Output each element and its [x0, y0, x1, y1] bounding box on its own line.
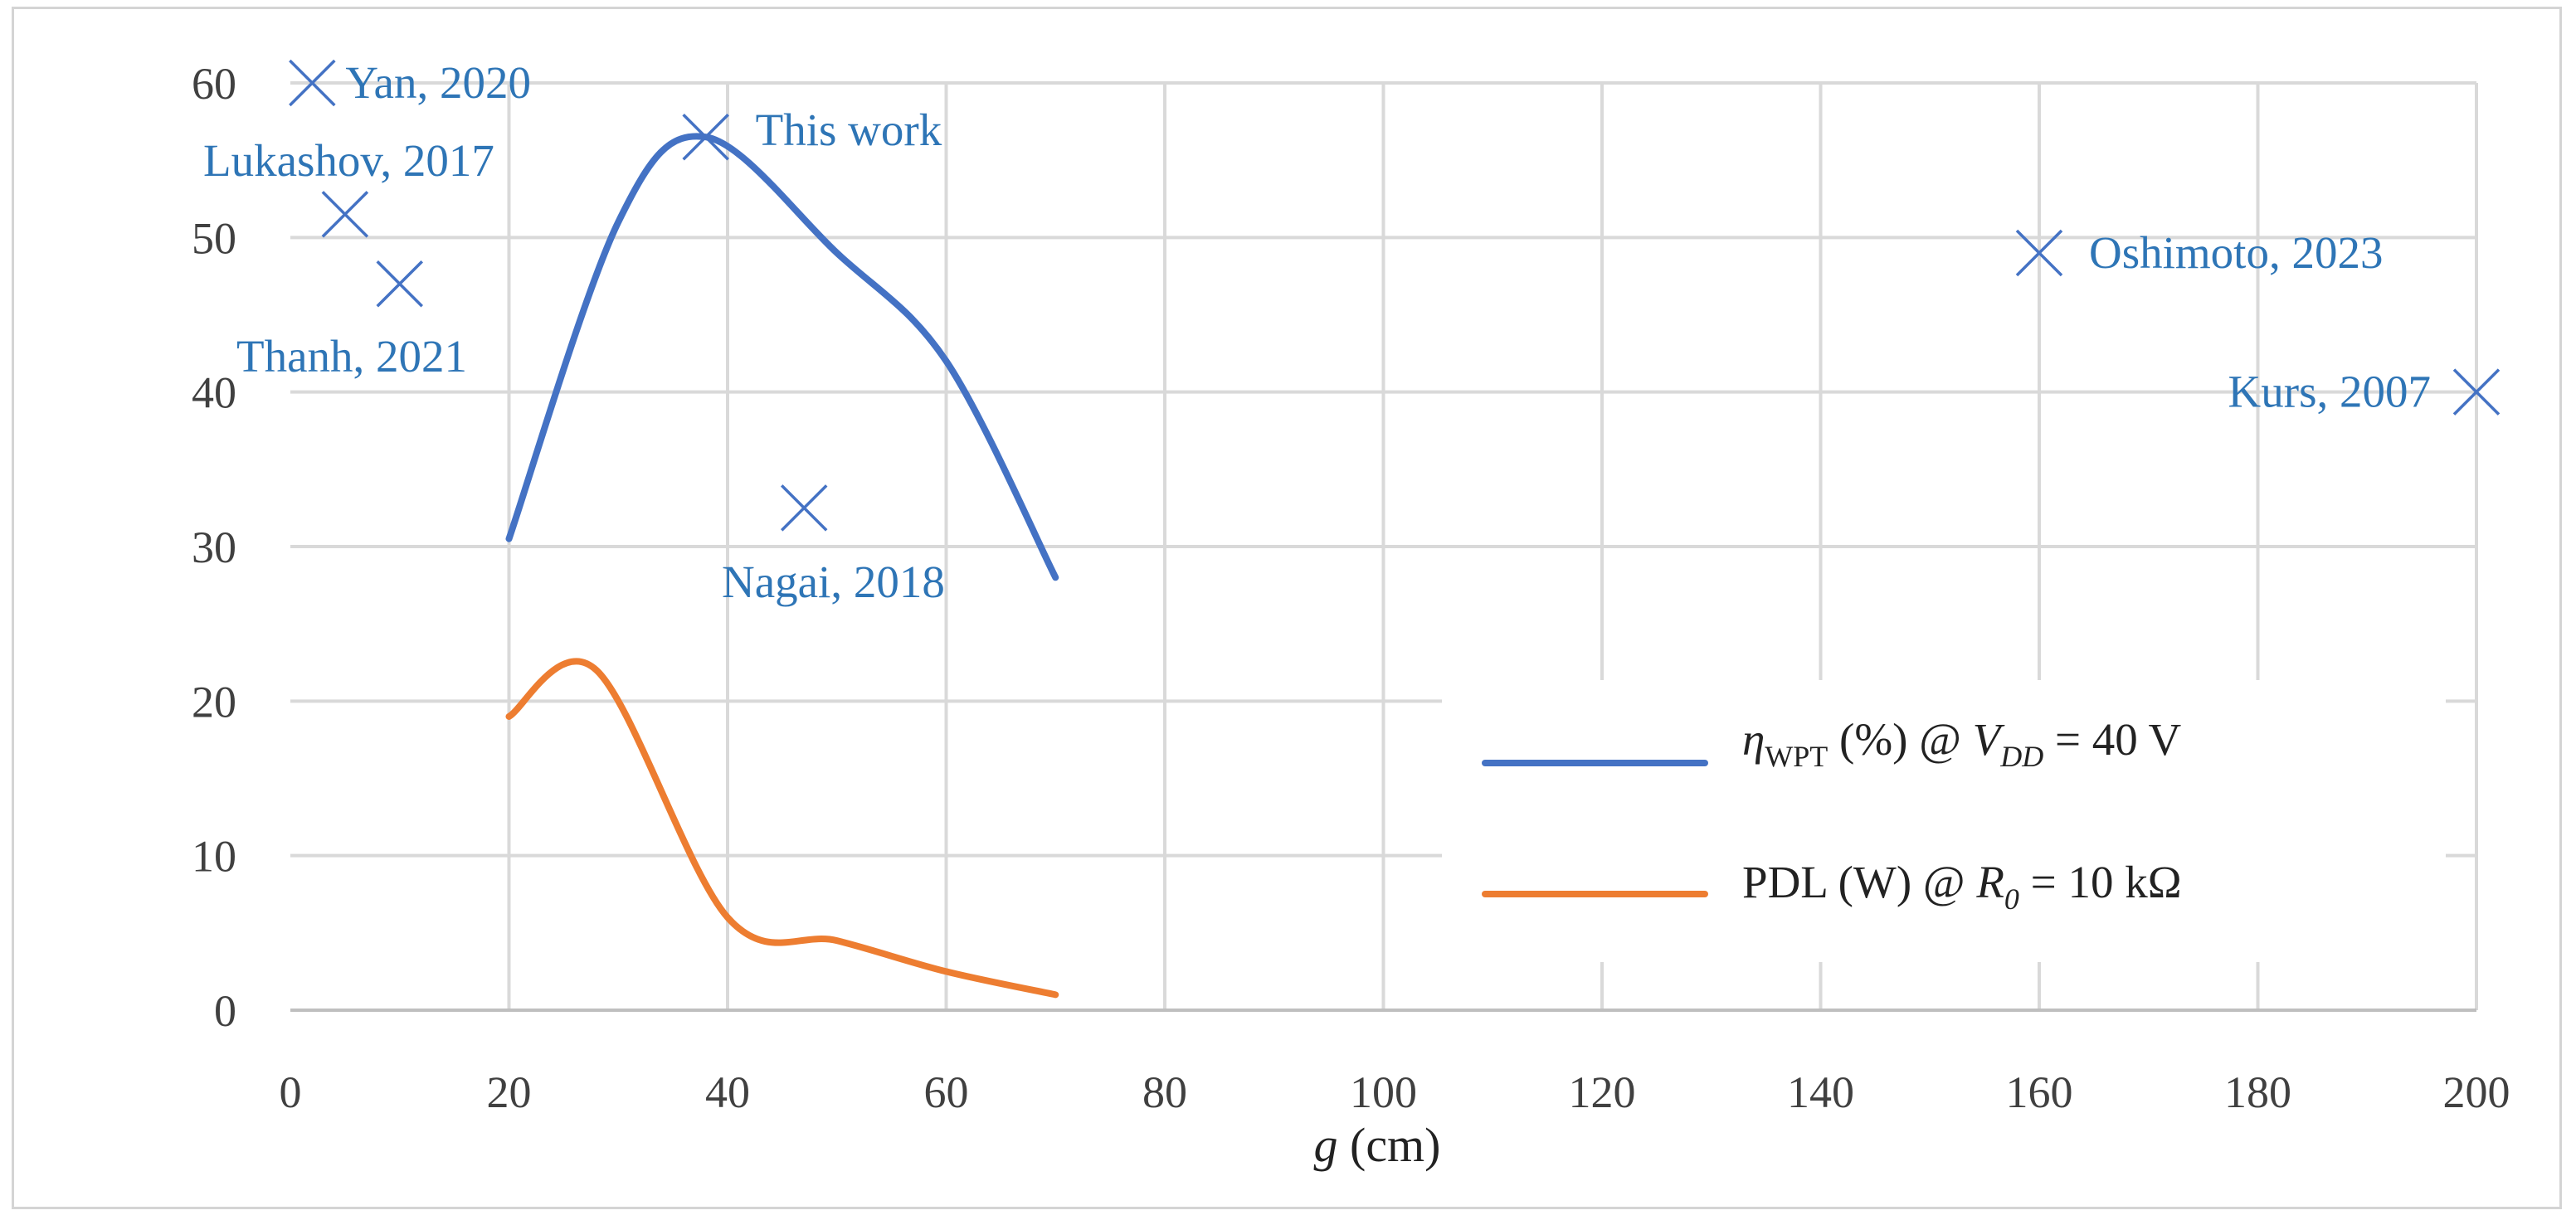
x-tick-label: 180	[2224, 1067, 2291, 1117]
x-tick-label: 120	[1569, 1067, 1636, 1117]
y-tick-label: 30	[192, 523, 236, 572]
legend-box	[1442, 680, 2446, 962]
point-marker	[780, 484, 828, 532]
scatter-point: Yan, 2020	[289, 57, 531, 108]
legend: ηWPT (%) @ VDD = 40 V PDL (W) @ R0 = 10 …	[1442, 680, 2446, 962]
point-label: Lukashov, 2017	[203, 135, 494, 186]
y-tick-label: 10	[192, 832, 236, 882]
point-label: Thanh, 2021	[236, 331, 467, 382]
legend-label-efficiency: ηWPT (%) @ VDD = 40 V	[1742, 714, 2182, 773]
scatter-point: Oshimoto, 2023	[2015, 227, 2383, 278]
x-tick-label: 160	[2006, 1067, 2073, 1117]
y-tick-label: 40	[192, 368, 236, 418]
x-tick-label: 100	[1350, 1067, 1417, 1117]
x-tick-label: 140	[1787, 1067, 1854, 1117]
y-tick-label: 20	[192, 677, 236, 727]
x-axis-title: g (cm)	[1314, 1118, 1441, 1172]
point-marker	[682, 113, 729, 161]
point-label: This work	[756, 105, 942, 155]
series-pdl-line	[505, 658, 1059, 999]
series-efficiency-line	[505, 133, 1059, 581]
y-tick-label: 0	[214, 986, 236, 1036]
x-tick-label: 40	[705, 1067, 750, 1117]
y-tick-label: 50	[192, 213, 236, 263]
x-tick-label: 80	[1142, 1067, 1187, 1117]
x-tick-label: 0	[280, 1067, 302, 1117]
scatter-point: Thanh, 2021	[236, 260, 467, 382]
scatter-points: Yan, 2020 Lukashov, 2017 Thanh, 2021 This w…	[203, 57, 2501, 607]
point-marker	[2015, 229, 2063, 277]
point-label: Nagai, 2018	[722, 557, 945, 607]
point-marker	[321, 191, 369, 238]
point-marker	[2452, 368, 2501, 416]
scatter-point: Lukashov, 2017	[203, 135, 494, 238]
point-marker	[376, 260, 423, 308]
point-marker	[289, 59, 336, 107]
scatter-point: Kurs, 2007	[2228, 367, 2501, 417]
series-lines	[505, 133, 1059, 999]
point-label: Yan, 2020	[345, 57, 531, 108]
x-tick-label: 20	[487, 1067, 532, 1117]
x-tick-label: 200	[2443, 1067, 2510, 1117]
scatter-point: Nagai, 2018	[722, 484, 945, 607]
x-tick-label: 60	[924, 1067, 969, 1117]
y-axis-ticks: 0 10 20 30 40 50 60	[192, 59, 236, 1036]
y-tick-label: 60	[192, 59, 236, 109]
point-label: Kurs, 2007	[2228, 367, 2431, 417]
x-axis-ticks: 0 20 40 60 80 100 120 140 160 180 200	[280, 1067, 2510, 1117]
legend-label-pdl: PDL (W) @ R0 = 10 kΩ	[1742, 857, 2182, 916]
scatter-point: This work	[682, 105, 942, 161]
point-label: Oshimoto, 2023	[2089, 227, 2383, 278]
